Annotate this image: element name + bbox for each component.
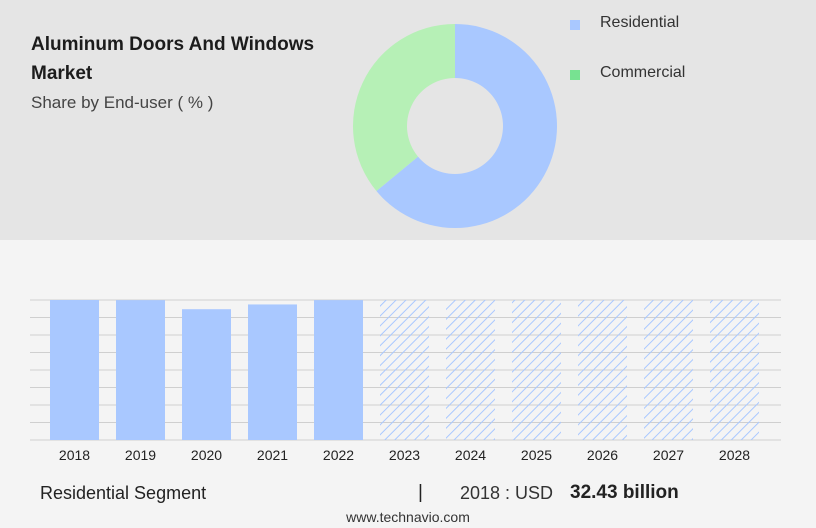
forecast-bar-2028 bbox=[710, 300, 759, 440]
bar-2021 bbox=[248, 304, 297, 440]
legend-label-residential: Residential bbox=[600, 14, 680, 31]
footer-segment-label: Residential Segment bbox=[40, 483, 207, 503]
x-tick-label: 2025 bbox=[521, 447, 552, 463]
x-tick-label: 2027 bbox=[653, 447, 684, 463]
chart-subtitle: Share by End-user ( % ) bbox=[31, 93, 214, 112]
bar-2019 bbox=[116, 300, 165, 440]
forecast-bar-2024 bbox=[446, 300, 495, 440]
legend-label-commercial: Commercial bbox=[600, 64, 686, 81]
forecast-bar-2027 bbox=[644, 300, 693, 440]
chart-title: Aluminum Doors And Windows Market bbox=[31, 34, 315, 84]
footer-year-text: 2018 : USD bbox=[460, 483, 554, 503]
x-tick-label: 2022 bbox=[323, 447, 354, 463]
legend-swatch-residential bbox=[570, 20, 580, 30]
forecast-bar-2026 bbox=[578, 300, 627, 440]
footer-divider: | bbox=[418, 482, 423, 503]
x-tick-label: 2023 bbox=[389, 447, 420, 463]
legend-swatch-commercial bbox=[570, 70, 580, 80]
donut-chart bbox=[353, 24, 557, 228]
bar-2022 bbox=[314, 300, 363, 440]
forecast-bar-2023 bbox=[380, 300, 429, 440]
source-watermark: www.technavio.com bbox=[346, 509, 470, 525]
x-tick-label: 2021 bbox=[257, 447, 288, 463]
donut-slice-residential bbox=[376, 24, 557, 228]
x-tick-label: 2026 bbox=[587, 447, 618, 463]
bar-chart: 2018 2019 2020 2021 2022 2023 2024 2025 2026 2027… bbox=[30, 299, 781, 463]
donut-slice-commercial bbox=[353, 24, 455, 192]
x-tick-label: 2018 bbox=[59, 447, 90, 463]
bar-2018 bbox=[50, 300, 99, 440]
footer-value-text: 32.43 billion bbox=[570, 482, 679, 503]
bar-2020 bbox=[182, 309, 231, 440]
x-tick-label: 2020 bbox=[191, 447, 222, 463]
x-tick-label: 2024 bbox=[455, 447, 486, 463]
x-tick-label: 2028 bbox=[719, 447, 750, 463]
forecast-bar-2025 bbox=[512, 300, 561, 440]
x-tick-label: 2019 bbox=[125, 447, 156, 463]
